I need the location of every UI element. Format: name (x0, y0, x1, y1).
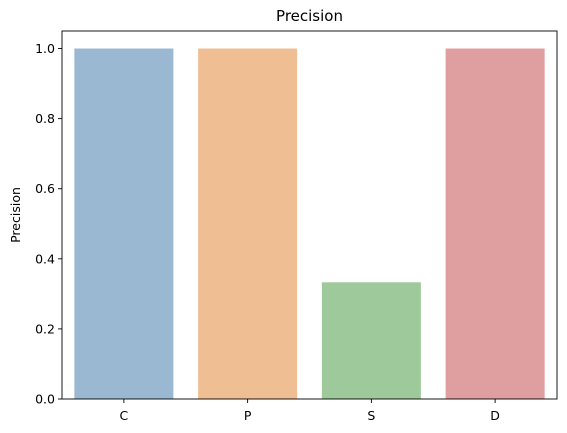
y-tick-label: 0.8 (35, 111, 55, 126)
bar-s (321, 282, 421, 399)
y-tick-label: 0.0 (35, 392, 55, 407)
y-tick-label: 1.0 (35, 41, 55, 56)
x-tick-label: P (244, 408, 252, 423)
bars (74, 48, 545, 400)
bar-p (198, 48, 298, 400)
bar-d (445, 48, 545, 400)
bar-c (74, 48, 174, 400)
chart-title: Precision (276, 7, 343, 25)
x-tick-label: D (490, 408, 500, 423)
plot-frame (61, 30, 558, 400)
y-axis-ticks: 0.0 0.2 0.4 0.6 0.8 1.0 (35, 41, 62, 407)
x-tick-label: C (120, 408, 129, 423)
y-tick-label: 0.4 (35, 251, 55, 266)
y-tick-label: 0.2 (35, 321, 55, 336)
y-tick-label: 0.6 (35, 181, 55, 196)
y-axis-title: Precision (8, 187, 23, 243)
x-tick-label: S (367, 408, 375, 423)
